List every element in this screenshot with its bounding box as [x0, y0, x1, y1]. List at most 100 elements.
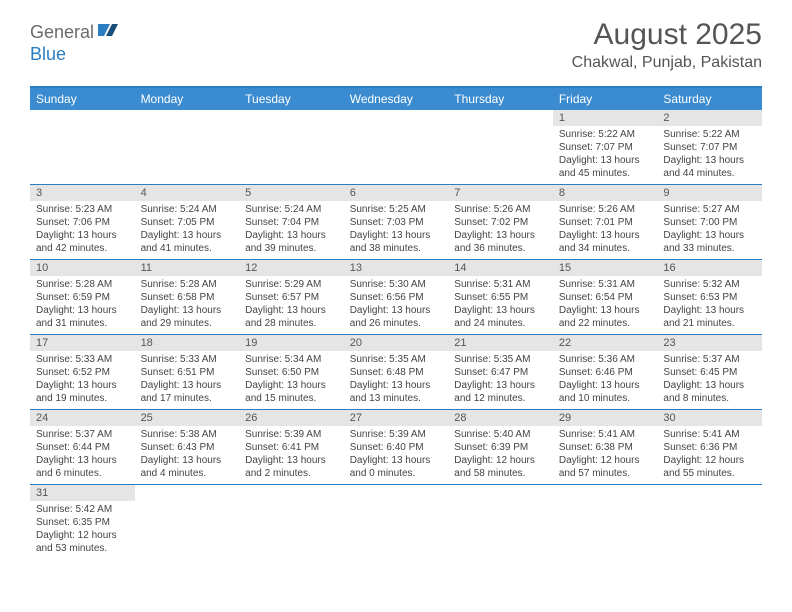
day-cell: 28Sunrise: 5:40 AMSunset: 6:39 PMDayligh… [448, 410, 553, 484]
sunrise-line: Sunrise: 5:40 AM [454, 428, 547, 441]
day-cell: 8Sunrise: 5:26 AMSunset: 7:01 PMDaylight… [553, 185, 658, 259]
day-details: Sunrise: 5:26 AMSunset: 7:02 PMDaylight:… [448, 201, 553, 259]
daylight-line: Daylight: 13 hours and 8 minutes. [663, 379, 756, 405]
logo-text-blue: Blue [30, 44, 66, 64]
sunrise-line: Sunrise: 5:41 AM [663, 428, 756, 441]
daylight-line: Daylight: 13 hours and 38 minutes. [350, 229, 443, 255]
daylight-line: Daylight: 13 hours and 42 minutes. [36, 229, 129, 255]
calendar-week: 24Sunrise: 5:37 AMSunset: 6:44 PMDayligh… [30, 410, 762, 485]
sunrise-line: Sunrise: 5:38 AM [141, 428, 234, 441]
day-header: Saturday [657, 88, 762, 110]
day-cell: 23Sunrise: 5:37 AMSunset: 6:45 PMDayligh… [657, 335, 762, 409]
day-cell [344, 485, 449, 559]
day-details: Sunrise: 5:36 AMSunset: 6:46 PMDaylight:… [553, 351, 658, 409]
day-header: Tuesday [239, 88, 344, 110]
day-cell: 18Sunrise: 5:33 AMSunset: 6:51 PMDayligh… [135, 335, 240, 409]
daylight-line: Daylight: 13 hours and 12 minutes. [454, 379, 547, 405]
calendar-week: 10Sunrise: 5:28 AMSunset: 6:59 PMDayligh… [30, 260, 762, 335]
day-details: Sunrise: 5:35 AMSunset: 6:48 PMDaylight:… [344, 351, 449, 409]
sunrise-line: Sunrise: 5:36 AM [559, 353, 652, 366]
day-number: 12 [239, 260, 344, 276]
logo-text-general: General [30, 22, 94, 43]
day-cell: 17Sunrise: 5:33 AMSunset: 6:52 PMDayligh… [30, 335, 135, 409]
sunset-line: Sunset: 7:06 PM [36, 216, 129, 229]
sunset-line: Sunset: 6:36 PM [663, 441, 756, 454]
day-cell: 30 Sunrise: 5:41 AMSunset: 6:36 PMDayligh… [657, 410, 762, 484]
day-details: Sunrise: 5:39 AMSunset: 6:41 PMDaylight:… [239, 426, 344, 484]
day-number: 23 [657, 335, 762, 351]
sunrise-line: Sunrise: 5:42 AM [36, 503, 129, 516]
logo-blue-wrap: Blue [30, 44, 66, 65]
day-number: 11 [135, 260, 240, 276]
sunrise-line: Sunrise: 5:35 AM [454, 353, 547, 366]
day-details: Sunrise: 5:25 AMSunset: 7:03 PMDaylight:… [344, 201, 449, 259]
sunset-line: Sunset: 6:52 PM [36, 366, 129, 379]
day-cell [344, 110, 449, 184]
day-number: 18 [135, 335, 240, 351]
sunset-line: Sunset: 6:57 PM [245, 291, 338, 304]
day-details: Sunrise: 5:33 AMSunset: 6:52 PMDaylight:… [30, 351, 135, 409]
day-number: 30 [657, 410, 762, 426]
day-headers-row: SundayMondayTuesdayWednesdayThursdayFrid… [30, 88, 762, 110]
daylight-line: Daylight: 13 hours and 28 minutes. [245, 304, 338, 330]
day-cell: 4Sunrise: 5:24 AMSunset: 7:05 PMDaylight… [135, 185, 240, 259]
sunset-line: Sunset: 7:04 PM [245, 216, 338, 229]
daylight-line: Daylight: 12 hours and 57 minutes. [559, 454, 652, 480]
day-details: Sunrise: 5:26 AMSunset: 7:01 PMDaylight:… [553, 201, 658, 259]
day-number: 24 [30, 410, 135, 426]
sunset-line: Sunset: 6:48 PM [350, 366, 443, 379]
day-cell: 14Sunrise: 5:31 AMSunset: 6:55 PMDayligh… [448, 260, 553, 334]
sunrise-line: Sunrise: 5:35 AM [350, 353, 443, 366]
sunset-line: Sunset: 7:05 PM [141, 216, 234, 229]
day-header: Wednesday [344, 88, 449, 110]
day-cell: 5Sunrise: 5:24 AMSunset: 7:04 PMDaylight… [239, 185, 344, 259]
day-number: 22 [553, 335, 658, 351]
title-block: August 2025 Chakwal, Punjab, Pakistan [572, 18, 762, 72]
sunrise-line: Sunrise: 5:26 AM [454, 203, 547, 216]
sunrise-line: Sunrise: 5:25 AM [350, 203, 443, 216]
day-header: Monday [135, 88, 240, 110]
daylight-line: Daylight: 13 hours and 6 minutes. [36, 454, 129, 480]
daylight-line: Daylight: 13 hours and 44 minutes. [663, 154, 756, 180]
daylight-line: Daylight: 13 hours and 13 minutes. [350, 379, 443, 405]
day-cell: 15Sunrise: 5:31 AMSunset: 6:54 PMDayligh… [553, 260, 658, 334]
daylight-line: Daylight: 13 hours and 36 minutes. [454, 229, 547, 255]
day-number: 19 [239, 335, 344, 351]
sunrise-line: Sunrise: 5:31 AM [454, 278, 547, 291]
day-details: Sunrise: 5:39 AMSunset: 6:40 PMDaylight:… [344, 426, 449, 484]
day-cell: 12Sunrise: 5:29 AMSunset: 6:57 PMDayligh… [239, 260, 344, 334]
sunrise-line: Sunrise: 5:30 AM [350, 278, 443, 291]
day-details: Sunrise: 5:29 AMSunset: 6:57 PMDaylight:… [239, 276, 344, 334]
daylight-line: Daylight: 12 hours and 58 minutes. [454, 454, 547, 480]
day-cell [135, 485, 240, 559]
day-header: Thursday [448, 88, 553, 110]
daylight-line: Daylight: 13 hours and 10 minutes. [559, 379, 652, 405]
day-cell: 10Sunrise: 5:28 AMSunset: 6:59 PMDayligh… [30, 260, 135, 334]
daylight-line: Daylight: 13 hours and 15 minutes. [245, 379, 338, 405]
sunrise-line: Sunrise: 5:28 AM [141, 278, 234, 291]
day-number: 26 [239, 410, 344, 426]
sunrise-line: Sunrise: 5:41 AM [559, 428, 652, 441]
daylight-line: Daylight: 13 hours and 26 minutes. [350, 304, 443, 330]
daylight-line: Daylight: 13 hours and 4 minutes. [141, 454, 234, 480]
flag-icon [98, 22, 120, 43]
daylight-line: Daylight: 12 hours and 55 minutes. [663, 454, 756, 480]
day-cell: 20Sunrise: 5:35 AMSunset: 6:48 PMDayligh… [344, 335, 449, 409]
sunset-line: Sunset: 6:43 PM [141, 441, 234, 454]
day-cell: 24Sunrise: 5:37 AMSunset: 6:44 PMDayligh… [30, 410, 135, 484]
sunset-line: Sunset: 6:41 PM [245, 441, 338, 454]
day-number: 29 [553, 410, 658, 426]
day-cell: 26Sunrise: 5:39 AMSunset: 6:41 PMDayligh… [239, 410, 344, 484]
day-number: 14 [448, 260, 553, 276]
day-number: 13 [344, 260, 449, 276]
sunrise-line: Sunrise: 5:34 AM [245, 353, 338, 366]
daylight-line: Daylight: 13 hours and 21 minutes. [663, 304, 756, 330]
day-number: 17 [30, 335, 135, 351]
day-cell [239, 485, 344, 559]
month-title: August 2025 [572, 18, 762, 52]
sunrise-line: Sunrise: 5:37 AM [663, 353, 756, 366]
day-cell: 7Sunrise: 5:26 AMSunset: 7:02 PMDaylight… [448, 185, 553, 259]
day-details: Sunrise: 5:38 AMSunset: 6:43 PMDaylight:… [135, 426, 240, 484]
sunset-line: Sunset: 6:35 PM [36, 516, 129, 529]
day-details: Sunrise: 5:22 AMSunset: 7:07 PMDaylight:… [553, 126, 658, 184]
